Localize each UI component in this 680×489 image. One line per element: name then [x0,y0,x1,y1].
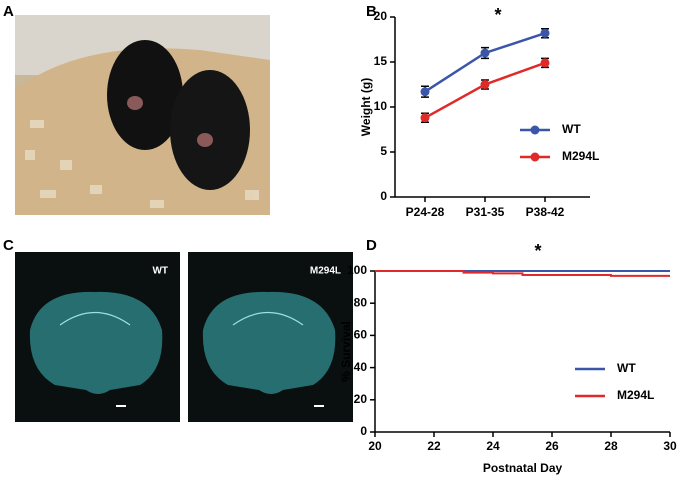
y-tick-label: 0 [380,189,387,203]
panel-label: D [366,237,377,254]
survival-curve [375,270,670,277]
y-tick-label: 20 [354,392,368,406]
x-tick-label: 30 [663,439,677,453]
point [480,48,490,58]
y-tick-label: 40 [354,360,368,374]
point [540,28,550,38]
legend-label: M294L [617,388,654,402]
legend-marker [530,152,540,162]
brain-label: WT [152,266,168,277]
panel-label: B [366,3,377,20]
annotation: * [534,241,541,261]
y-tick-label: 60 [354,328,368,342]
y-tick-label: 80 [354,295,368,309]
legend-marker [530,125,540,135]
y-tick-label: 15 [374,54,388,68]
y-tick-label: 5 [380,144,387,158]
y-tick-label: 10 [374,99,388,113]
x-tick-label: P38-42 [526,205,565,219]
y-axis-label: Weight (g) [359,78,373,136]
y-axis-label: % Survival [339,321,353,382]
point [480,80,490,89]
x-tick-label: P31-35 [466,205,505,219]
x-tick-label: P24-28 [406,205,445,219]
legend-label: WT [562,122,581,136]
legend-label: M294L [562,149,599,163]
brain-images [15,252,353,422]
brain-label: M294L [310,266,341,277]
panel-label: C [3,237,14,254]
x-tick-label: 24 [486,439,500,453]
x-tick-label: 28 [604,439,618,453]
x-tick-label: 22 [427,439,441,453]
y-tick-label: 0 [360,424,367,438]
annotation: * [494,5,501,25]
panel-label: A [3,3,14,20]
y-tick-label: 20 [374,9,388,23]
legend-label: WT [617,361,636,375]
series-line [424,61,546,119]
mouse-photo [15,15,270,215]
x-tick-label: 20 [368,439,382,453]
point [420,113,430,123]
x-tick-label: 26 [545,439,559,453]
point [540,58,550,68]
y-tick-label: 100 [347,263,367,277]
x-axis-label: Postnatal Day [483,461,563,475]
point [420,87,430,97]
